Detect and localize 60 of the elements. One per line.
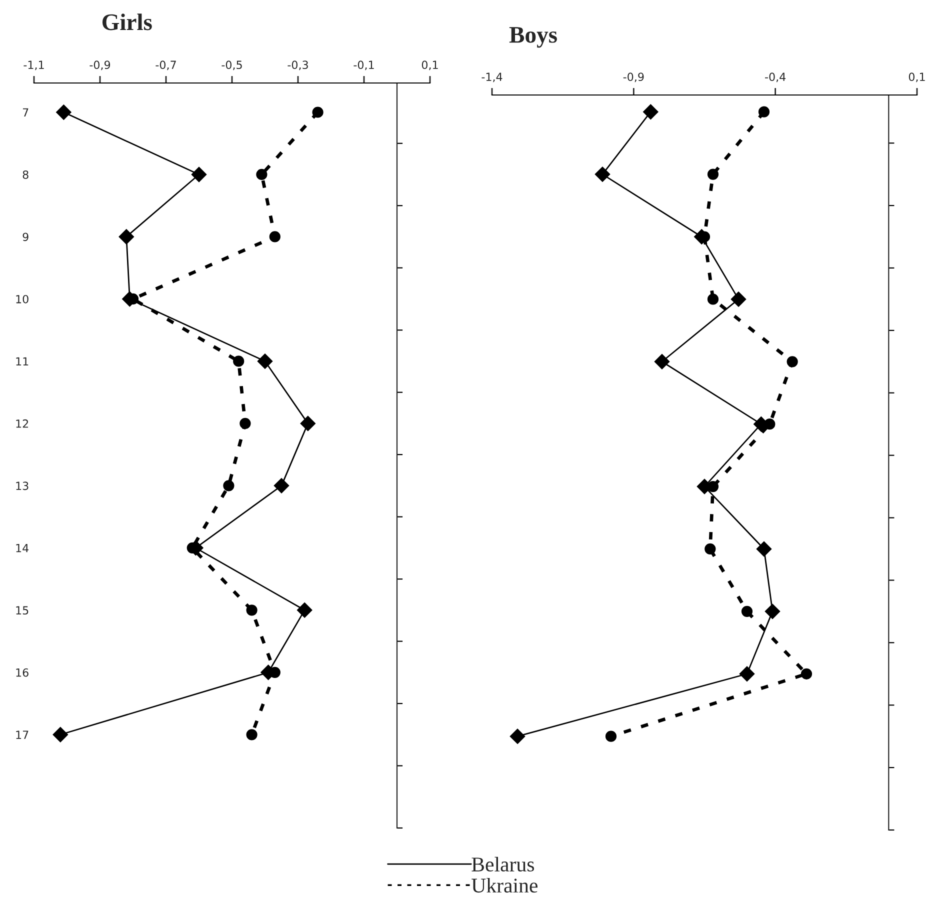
point bbox=[246, 729, 258, 740]
point bbox=[274, 478, 290, 494]
x-tick-label: -0,5 bbox=[222, 60, 242, 70]
point bbox=[707, 480, 719, 492]
point bbox=[741, 606, 753, 617]
point bbox=[257, 354, 273, 369]
y-tick-label: 7 bbox=[22, 108, 28, 116]
point bbox=[764, 418, 776, 430]
point bbox=[269, 231, 280, 242]
point bbox=[312, 106, 324, 118]
y-tick-label: 13 bbox=[16, 482, 28, 490]
x-tick-label: -0,9 bbox=[623, 72, 644, 82]
x-tick-label: 0,1 bbox=[422, 60, 438, 70]
x-tick-label: -1,1 bbox=[24, 60, 44, 70]
y-tick-label: 17 bbox=[16, 730, 28, 739]
y-tick-label: 11 bbox=[16, 357, 28, 366]
point bbox=[800, 668, 812, 680]
point bbox=[756, 541, 772, 557]
point bbox=[605, 730, 617, 742]
point bbox=[118, 229, 134, 244]
y-tick-label: 8 bbox=[22, 170, 28, 179]
x-tick-label: 0,1 bbox=[908, 72, 925, 82]
y-tick-label: 14 bbox=[16, 544, 29, 552]
point bbox=[191, 166, 207, 182]
point bbox=[52, 727, 68, 742]
point bbox=[643, 104, 658, 120]
y-tick-label: 10 bbox=[16, 294, 28, 304]
x-tick-label: -0,1 bbox=[354, 60, 374, 70]
point bbox=[704, 543, 716, 555]
y-tick-label: 9 bbox=[22, 232, 28, 242]
legend-label: Belarus bbox=[472, 856, 534, 872]
chart-title: Girls bbox=[102, 14, 152, 30]
x-tick-label: -0,9 bbox=[90, 60, 110, 70]
y-tick-label: 15 bbox=[16, 606, 28, 615]
y-tick-label: 16 bbox=[16, 668, 28, 677]
point bbox=[300, 416, 316, 432]
y-tick-label: 12 bbox=[16, 419, 28, 428]
point bbox=[594, 166, 610, 182]
x-tick-label: -0,7 bbox=[156, 60, 176, 70]
chart-title: Boys bbox=[509, 27, 557, 48]
point bbox=[256, 168, 268, 180]
point bbox=[510, 728, 526, 744]
point bbox=[246, 604, 258, 616]
point bbox=[297, 602, 312, 618]
point bbox=[786, 356, 798, 368]
x-tick-label: -1,4 bbox=[482, 72, 502, 82]
point bbox=[739, 666, 755, 682]
point bbox=[707, 168, 719, 180]
legend-label: Ukraine bbox=[472, 878, 538, 893]
point bbox=[233, 356, 244, 367]
point bbox=[223, 480, 234, 492]
point bbox=[240, 418, 251, 430]
point bbox=[654, 354, 670, 370]
point bbox=[56, 104, 72, 120]
x-tick-label: -0,3 bbox=[288, 60, 308, 70]
point bbox=[758, 106, 770, 118]
point bbox=[730, 292, 746, 307]
x-tick-label: -0,4 bbox=[765, 72, 786, 82]
point bbox=[707, 294, 719, 305]
point bbox=[764, 604, 780, 620]
